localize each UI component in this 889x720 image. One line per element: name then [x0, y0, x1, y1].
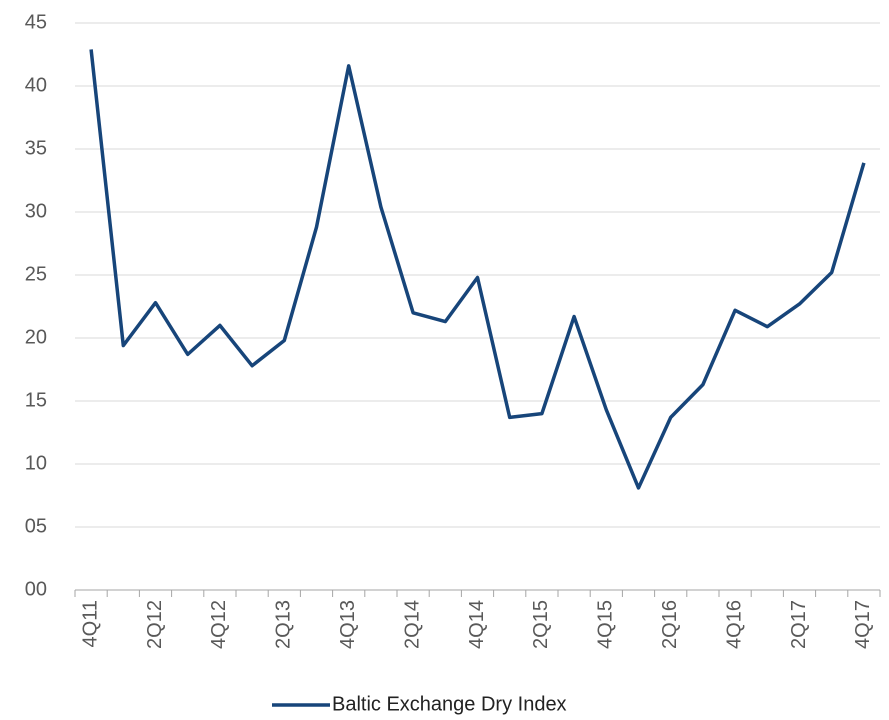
x-tick-label: 2Q17 [788, 600, 810, 649]
y-tick-label: 10 [25, 452, 47, 474]
legend-label: Baltic Exchange Dry Index [332, 693, 567, 715]
x-tick-label: 4Q12 [208, 600, 230, 649]
x-tick-label: 2Q15 [530, 600, 552, 649]
y-tick-label: 30 [25, 200, 47, 222]
y-tick-label: 40 [25, 74, 47, 96]
x-tick-label: 4Q11 [79, 600, 101, 647]
x-tick-label: 4Q16 [723, 600, 745, 649]
series-line [89, 49, 866, 490]
y-tick-label: 35 [25, 137, 47, 159]
y-tick-label: 05 [25, 515, 47, 537]
x-tick-label: 4Q13 [337, 600, 359, 649]
x-tick-label: 4Q14 [466, 600, 488, 649]
x-tick-label: 2Q14 [401, 600, 423, 649]
y-tick-label: 25 [25, 263, 47, 285]
x-tick-label: 2Q12 [144, 600, 166, 649]
x-tick-label: 2Q13 [273, 600, 295, 649]
x-tick-label: 4Q15 [595, 600, 617, 649]
y-tick-label: 20 [25, 326, 47, 348]
y-tick-label: 00 [25, 578, 47, 600]
x-tick-label: 4Q17 [852, 600, 874, 649]
y-tick-label: 15 [25, 389, 47, 411]
y-tick-label: 45 [25, 11, 47, 33]
x-tick-label: 2Q16 [659, 600, 681, 649]
